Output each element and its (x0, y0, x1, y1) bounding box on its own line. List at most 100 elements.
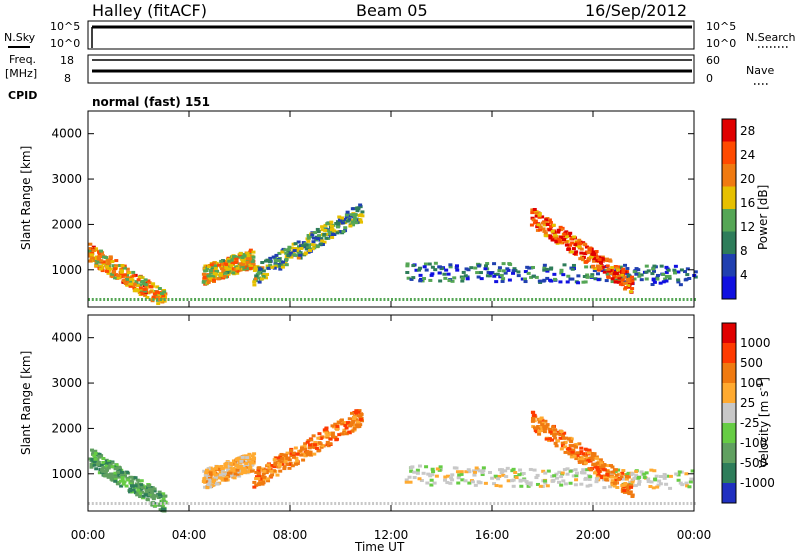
echo-cell (207, 476, 212, 480)
echo-cell (625, 473, 630, 477)
echo-cell (534, 476, 539, 480)
echo-cell (423, 262, 428, 266)
echo-cell (335, 220, 340, 224)
echo-cell (236, 456, 241, 460)
echo-cell (282, 465, 287, 469)
echo-cell (675, 298, 678, 301)
echo-cell (593, 277, 598, 281)
echo-cell (136, 278, 141, 282)
echo-cell (444, 298, 447, 301)
echo-cell (126, 478, 131, 482)
echo-cell (480, 473, 485, 477)
echo-cell (689, 477, 694, 481)
echo-cell (652, 280, 657, 284)
echo-cell (257, 271, 262, 275)
echo-cell (512, 298, 515, 301)
echo-cell (319, 445, 324, 449)
echo-cell (504, 502, 507, 505)
echo-cell (625, 271, 630, 275)
echo-cell (238, 464, 243, 468)
echo-cell (590, 458, 595, 462)
echo-cell (229, 264, 234, 268)
echo-cell (455, 264, 460, 268)
echo-cell (364, 298, 367, 301)
echo-cell (230, 261, 235, 265)
echo-cell (99, 298, 102, 301)
echo-cell (420, 279, 425, 283)
echo-cell (493, 474, 498, 478)
echo-cell (245, 251, 250, 255)
echo-cell (465, 277, 470, 281)
echo-cell (415, 468, 420, 472)
echo-cell (284, 257, 289, 261)
echo-cell (483, 481, 488, 485)
echo-cell (235, 468, 240, 472)
echo-cell (521, 472, 526, 476)
echo-cell (171, 502, 174, 505)
echo-cell (590, 451, 595, 455)
echo-cell (402, 502, 405, 505)
echo-cell (352, 415, 357, 419)
echo-cell (602, 486, 607, 490)
echo-cell (646, 477, 651, 481)
echo-cell (515, 502, 518, 505)
echo-cell (428, 278, 433, 282)
echo-cell (282, 467, 287, 471)
echo-cell (599, 298, 602, 301)
echo-cell (493, 502, 496, 505)
echo-cell (201, 280, 206, 284)
echo-cell (573, 452, 578, 456)
echo-cell (261, 272, 266, 276)
echo-cell (90, 458, 95, 462)
echo-cell (391, 298, 393, 301)
echo-cell (644, 471, 649, 475)
echo-cell (323, 223, 328, 227)
echo-cell (317, 448, 322, 452)
echo-cell (435, 467, 440, 471)
echo-cell (302, 447, 307, 451)
colorbar-segment (722, 119, 736, 142)
echo-cell (424, 268, 429, 272)
echo-cell (585, 275, 590, 279)
echo-cell (533, 219, 538, 223)
echo-cell (606, 267, 611, 271)
echo-cell (587, 448, 592, 452)
echo-cell (352, 410, 357, 414)
echo-cell (97, 253, 102, 257)
echo-cell (657, 479, 662, 483)
echo-cell (624, 477, 629, 481)
echo-cell (498, 468, 503, 472)
echo-cell (269, 502, 272, 505)
echo-cell (278, 267, 283, 271)
echo-cell (563, 450, 568, 454)
echo-cell (273, 463, 278, 467)
echo-cell (383, 298, 386, 301)
echo-cell (340, 422, 345, 426)
echo-cell (108, 475, 113, 479)
echo-cell (418, 279, 423, 283)
echo-cell (333, 422, 338, 426)
echo-cell (544, 218, 549, 222)
echo-cell (253, 277, 258, 281)
echo-cell (440, 502, 443, 505)
echo-cell (222, 275, 227, 279)
echo-cell (99, 259, 104, 263)
echo-cell (148, 502, 151, 505)
echo-cell (148, 290, 153, 294)
echo-cell (602, 468, 607, 472)
echo-cell (144, 490, 149, 494)
echo-cell (133, 484, 138, 488)
echo-cell (94, 261, 99, 265)
echo-cell (655, 277, 660, 281)
echo-cell (528, 481, 533, 485)
echo-cell (610, 266, 615, 270)
echo-cell (529, 223, 534, 227)
echo-cell (141, 494, 146, 498)
echo-cell (129, 502, 132, 505)
echo-cell (620, 471, 625, 475)
echo-cell (553, 298, 556, 301)
echo-cell (156, 298, 159, 301)
echo-cell (569, 298, 572, 301)
echo-cell (560, 471, 565, 475)
echo-cell (201, 479, 206, 483)
